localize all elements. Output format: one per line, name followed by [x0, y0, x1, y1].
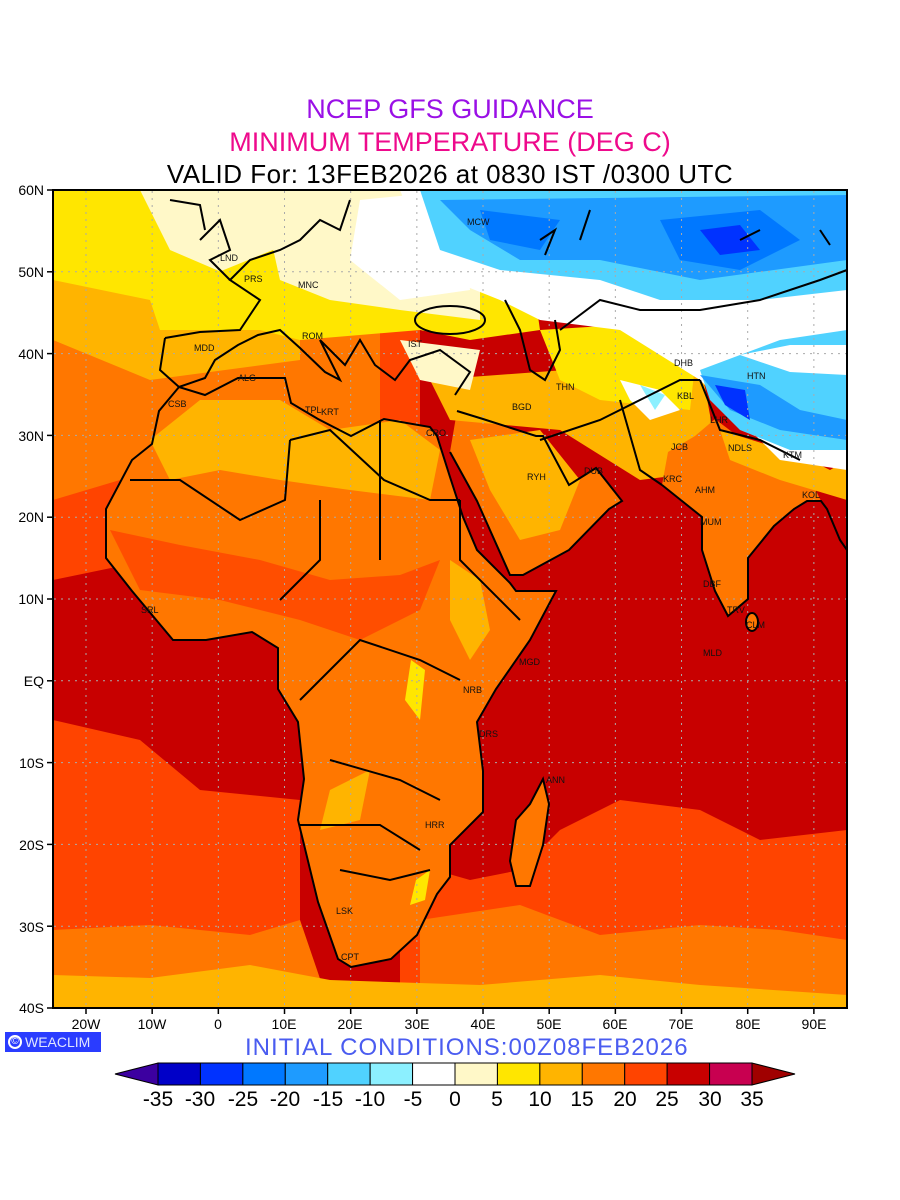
lon-labels: 20W 10W 0 10E 20E 30E 40E 50E 60E 70E 80… [72, 1016, 827, 1032]
city-label: MNC [298, 280, 319, 290]
city-label: NRB [463, 685, 482, 695]
city-label: MGD [519, 657, 540, 667]
city-label: RYH [527, 472, 546, 482]
city-label: TPL [305, 405, 322, 415]
city-label: BGD [512, 402, 532, 412]
lat-label: EQ [24, 673, 44, 689]
lat-label: 30N [18, 428, 44, 444]
city-label: CPT [341, 952, 360, 962]
title-model: NCEP GFS GUIDANCE [306, 94, 594, 124]
lat-label: 40S [19, 1000, 44, 1016]
logo-text: WEACLIM [25, 1034, 91, 1050]
city-label: ALG [238, 373, 256, 383]
city-label: DBF [703, 579, 722, 589]
lon-label: 20W [72, 1016, 102, 1032]
city-label: ANN [546, 775, 565, 785]
city-label: NDLS [728, 443, 752, 453]
title-valid-time: VALID For: 13FEB2026 at 0830 IST /0300 U… [166, 159, 734, 189]
lon-label: 10E [272, 1016, 297, 1032]
city-label: CRO [426, 428, 446, 438]
lat-label: 20S [19, 837, 44, 853]
lon-label: 60E [603, 1016, 628, 1032]
lon-label: 0 [214, 1016, 222, 1032]
city-label: KTM [783, 450, 802, 460]
lon-label: 70E [669, 1016, 694, 1032]
city-label: LND [220, 253, 239, 263]
city-label: TRV [727, 605, 745, 615]
lon-label: 90E [802, 1016, 827, 1032]
lon-label: 50E [537, 1016, 562, 1032]
city-label: KRT [321, 407, 339, 417]
lon-label: 10W [138, 1016, 168, 1032]
lon-label: 20E [338, 1016, 363, 1032]
title-variable: MINIMUM TEMPERATURE (DEG C) [229, 127, 671, 157]
city-label: KRC [663, 474, 683, 484]
city-label: LHR [710, 415, 729, 425]
city-label: DHB [674, 358, 693, 368]
axis-ticks [47, 189, 815, 1014]
lon-label: 80E [736, 1016, 761, 1032]
city-label: THN [556, 382, 575, 392]
city-label: MDD [194, 343, 215, 353]
city-label: ROM [302, 331, 323, 341]
lon-label: 30E [405, 1016, 430, 1032]
city-label: DUB [584, 466, 603, 476]
initial-conditions: INITIAL CONDITIONS:00Z08FEB2026 [245, 1034, 689, 1061]
copyright-icon: © [8, 1035, 22, 1049]
city-label: MLD [703, 648, 723, 658]
city-label: DRS [479, 729, 498, 739]
temperature-field [53, 190, 847, 1008]
city-label: JCB [671, 442, 688, 452]
lat-label: 30S [19, 919, 44, 935]
lat-label: 10S [19, 755, 44, 771]
city-label: HTN [747, 371, 766, 381]
lat-label: 20N [18, 509, 44, 525]
lat-label: 10N [18, 591, 44, 607]
city-label: AHM [695, 485, 715, 495]
city-label: PRS [244, 274, 263, 284]
lon-label: 40E [471, 1016, 496, 1032]
city-label: SRL [141, 605, 159, 615]
city-label: MCW [467, 217, 490, 227]
city-label: MUM [700, 517, 722, 527]
city-label: KBL [677, 391, 694, 401]
weaclim-logo: © WEACLIM [5, 1032, 101, 1052]
city-label: LSK [336, 906, 353, 916]
city-label: CLM [746, 620, 765, 630]
lat-label: 50N [18, 264, 44, 280]
lat-label: 40N [18, 346, 44, 362]
city-label: IST [408, 339, 423, 349]
lat-label: 60N [18, 182, 44, 198]
city-label: CSB [168, 399, 187, 409]
city-label: HRR [425, 820, 445, 830]
lat-lon-grid [54, 191, 846, 1007]
city-label: KOL [802, 490, 820, 500]
coastlines [105, 199, 847, 969]
lat-labels: 60N 50N 40N 30N 20N 10N EQ 10S 20S 30S 4… [18, 182, 44, 1016]
city-labels: LND PRS MNC ROM MDD ALG CSB TPL KRT IST … [141, 217, 820, 962]
